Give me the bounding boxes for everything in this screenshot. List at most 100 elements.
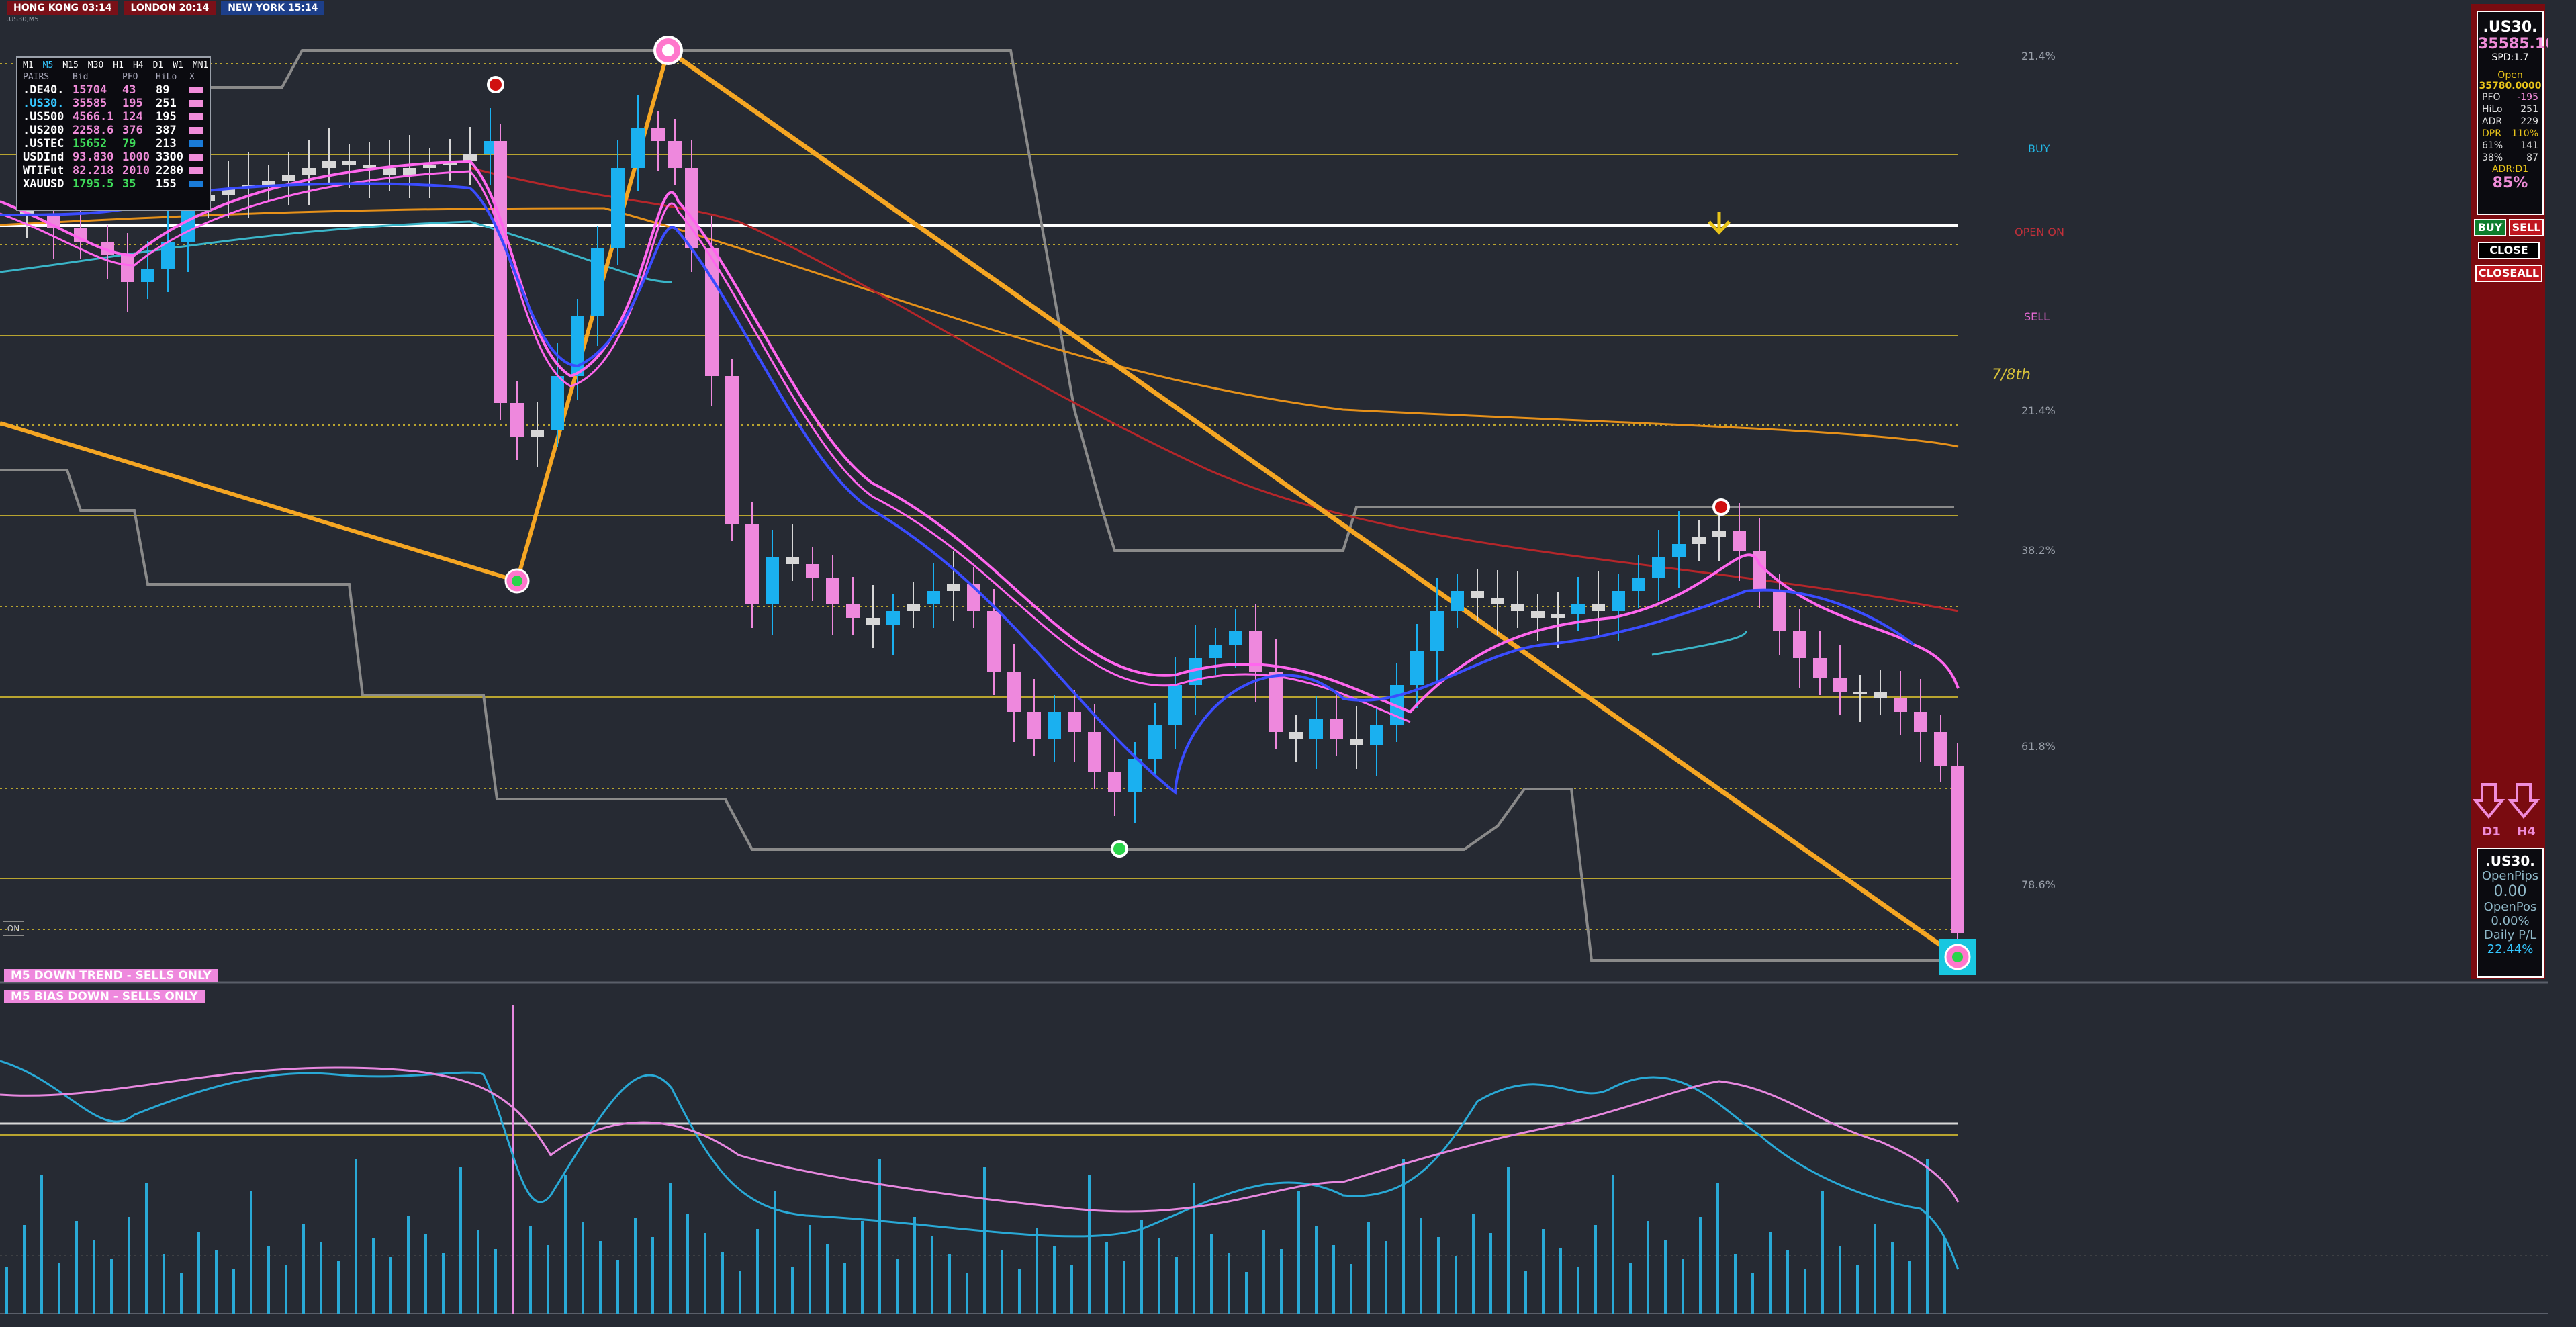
candle-body: [1430, 611, 1444, 651]
candle-body: [1249, 631, 1262, 672]
sell-button[interactable]: SELL: [2509, 219, 2544, 236]
bias-banner: M5 BIAS DOWN - SELLS ONLY: [4, 990, 205, 1003]
stat-value: 141: [2520, 140, 2538, 151]
level-label: OPEN ON: [2015, 226, 2064, 238]
pair-pfo: 376: [122, 124, 143, 137]
pair-direction-swatch[interactable]: [189, 154, 203, 161]
candle-body: [1269, 672, 1283, 732]
candle-body: [1088, 732, 1101, 772]
timeframe-h1[interactable]: H1: [113, 60, 124, 71]
timeframe-w1[interactable]: W1: [173, 60, 183, 71]
candle-body: [1007, 672, 1021, 712]
pairs-dashboard: M1 M5 M15 M30 H1 H4 D1 W1 MN1 PAIRS Bid PFO HiLo…: [16, 56, 211, 211]
stat-row: ADR 229: [2478, 116, 2542, 128]
candle-body: [1951, 766, 1964, 933]
candle-body: [1511, 604, 1524, 611]
timeframe-d1[interactable]: D1: [152, 60, 164, 71]
pair-hilo: 251: [156, 97, 177, 110]
candle-body: [1833, 678, 1847, 692]
candle-body: [1451, 591, 1464, 611]
pair-row[interactable]: .US500 4566.1 124 195: [17, 110, 210, 124]
timeframe-m30[interactable]: M30: [87, 60, 104, 71]
candle-body: [1168, 685, 1182, 725]
pair-direction-swatch[interactable]: [189, 87, 203, 93]
pair-direction-swatch[interactable]: [189, 113, 203, 120]
candle-body: [846, 604, 860, 618]
candle-body: [1551, 614, 1565, 618]
candle-body: [1229, 631, 1242, 645]
candle-body: [886, 611, 900, 625]
pair-bid: 82.218: [73, 164, 114, 177]
ma-red: [469, 167, 1959, 612]
pair-direction-swatch[interactable]: [189, 100, 203, 107]
stat-value: -195: [2517, 92, 2538, 103]
timeframe-m1[interactable]: M1: [23, 60, 34, 71]
candle-body: [987, 611, 1001, 672]
pair-bid: 15704: [73, 83, 107, 97]
window-symbol-label: .US30,M5: [7, 16, 39, 24]
ma-cyan: [0, 220, 672, 283]
candle-body: [551, 376, 564, 430]
spread: SPD:1.7: [2491, 52, 2529, 63]
candle-body: [342, 161, 356, 165]
clock-hong-kong: HONG KONG 03:14: [7, 1, 119, 15]
trend-banner: M5 DOWN TREND - SELLS ONLY: [4, 969, 218, 982]
pair-row[interactable]: WTIFut 82.218 2010 2280: [17, 164, 210, 177]
close-button[interactable]: CLOSE: [2478, 242, 2540, 259]
timeframe-mn1[interactable]: MN1: [192, 60, 209, 71]
clock-new-york: NEW YORK 15:14: [221, 1, 325, 15]
open-pos-label: OpenPos: [2483, 900, 2537, 914]
pair-direction-swatch[interactable]: [189, 167, 203, 174]
candle-body: [1491, 598, 1504, 604]
level-lines: [0, 63, 1958, 930]
ma-cyan-2: [1651, 631, 1747, 656]
timeframe-h4[interactable]: H4: [132, 60, 144, 71]
header-pairs: PAIRS: [23, 72, 50, 82]
candle-body: [1773, 591, 1786, 631]
swing-high-marker-icon: [487, 76, 504, 93]
candle-body: [1712, 531, 1726, 537]
pair-pair: .US200: [23, 124, 64, 137]
h4-down-arrow-icon: [2507, 783, 2540, 819]
candle-body: [1753, 551, 1766, 591]
level-label: SELL: [2024, 310, 2050, 323]
closeall-button[interactable]: CLOSEALL: [2475, 265, 2542, 282]
envelope-pink-2: [0, 170, 1411, 723]
timeframe-m15[interactable]: M15: [62, 60, 79, 71]
candle-body: [1027, 712, 1041, 739]
stat-key: 38%: [2482, 152, 2503, 163]
pair-pair: XAUUSD: [23, 177, 64, 191]
level-label: 7/8th: [1992, 367, 2031, 383]
candle-body: [1410, 651, 1424, 685]
pair-pfo: 35: [122, 177, 136, 191]
pair-hilo: 195: [156, 110, 177, 124]
candle-body: [1692, 537, 1706, 544]
stat-row: DPR 110%: [2478, 128, 2542, 140]
pair-row[interactable]: .US200 2258.6 376 387: [17, 124, 210, 137]
pair-direction-swatch[interactable]: [189, 127, 203, 134]
buy-button[interactable]: BUY: [2474, 219, 2506, 236]
candle-body: [1571, 604, 1585, 614]
candle-body: [1874, 692, 1887, 698]
level-label: 21.4%: [2021, 50, 2056, 62]
symbol-bid: 35585.1000: [2478, 36, 2576, 52]
pair-direction-swatch[interactable]: [189, 181, 203, 187]
candle-body: [121, 255, 134, 282]
timeframe-m5[interactable]: M5: [42, 60, 54, 71]
pair-row[interactable]: XAUUSD 1795.5 35 155: [17, 177, 210, 191]
on-tag[interactable]: ON: [3, 921, 24, 936]
price-axis[interactable]: [2548, 0, 2576, 1327]
candle-body: [1914, 712, 1927, 732]
level-label: BUY: [2028, 142, 2050, 155]
pair-row[interactable]: .DE40. 15704 43 89: [17, 83, 210, 97]
candle-body: [1934, 732, 1947, 766]
candle-body: [571, 316, 584, 376]
level-label: 38.2%: [2021, 544, 2056, 557]
pair-direction-swatch[interactable]: [189, 140, 203, 147]
pair-row[interactable]: .US30. 35585 195 251: [17, 97, 210, 110]
pair-row[interactable]: USDInd 93.830 1000 3300: [17, 150, 210, 164]
pair-hilo: 213: [156, 137, 177, 150]
pair-bid: 35585: [73, 97, 107, 110]
pair-row[interactable]: .USTEC 15652 79 213: [17, 137, 210, 150]
